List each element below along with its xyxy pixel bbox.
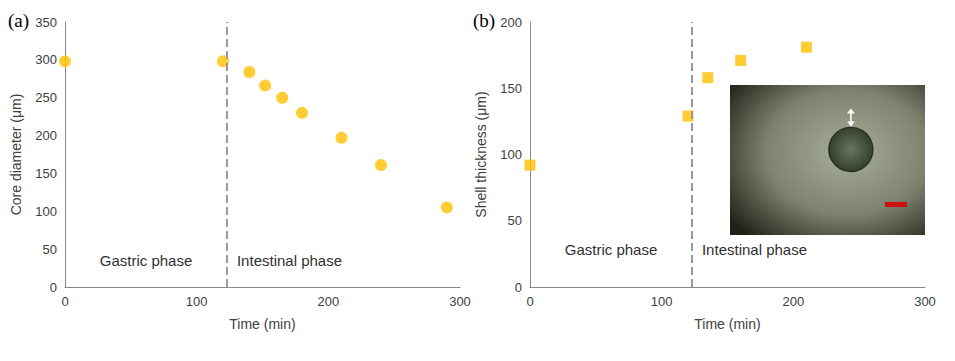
svg-text:(b): (b) xyxy=(473,10,495,32)
svg-text:(a): (a) xyxy=(8,10,29,32)
svg-text:100: 100 xyxy=(500,147,522,162)
svg-text:0: 0 xyxy=(61,294,68,309)
svg-text:200: 200 xyxy=(317,294,339,309)
svg-text:200: 200 xyxy=(782,294,804,309)
svg-text:Time (min): Time (min) xyxy=(229,316,295,332)
svg-text:350: 350 xyxy=(35,15,57,30)
svg-text:300: 300 xyxy=(35,52,57,67)
svg-text:250: 250 xyxy=(35,90,57,105)
svg-text:100: 100 xyxy=(186,294,208,309)
svg-text:50: 50 xyxy=(43,242,57,257)
svg-text:Time (min): Time (min) xyxy=(694,316,760,332)
svg-text:Intestinal phase: Intestinal phase xyxy=(702,241,807,258)
svg-text:0: 0 xyxy=(50,280,57,295)
svg-text:300: 300 xyxy=(449,294,471,309)
svg-text:100: 100 xyxy=(651,294,673,309)
svg-text:150: 150 xyxy=(35,166,57,181)
svg-text:100: 100 xyxy=(35,204,57,219)
svg-text:Core diameter (μm): Core diameter (μm) xyxy=(8,94,24,216)
svg-text:Intestinal phase: Intestinal phase xyxy=(237,252,342,269)
svg-text:50: 50 xyxy=(508,213,522,228)
svg-text:0: 0 xyxy=(526,294,533,309)
svg-text:200: 200 xyxy=(35,128,57,143)
svg-text:150: 150 xyxy=(500,81,522,96)
svg-text:300: 300 xyxy=(914,294,936,309)
svg-text:200: 200 xyxy=(500,15,522,30)
svg-text:Shell thickness (μm): Shell thickness (μm) xyxy=(473,91,489,217)
svg-text:0: 0 xyxy=(515,280,522,295)
svg-text:Gastric phase: Gastric phase xyxy=(565,241,658,258)
svg-text:Gastric phase: Gastric phase xyxy=(100,252,193,269)
